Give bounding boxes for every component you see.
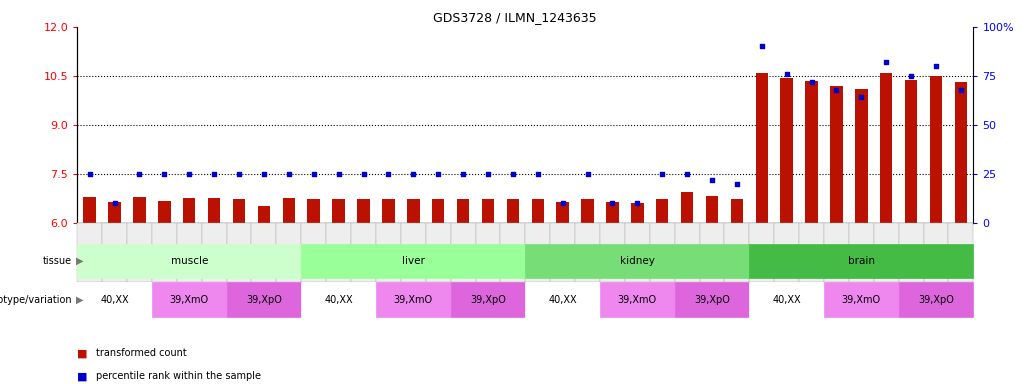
Text: 39,XmO: 39,XmO xyxy=(618,295,657,305)
Point xyxy=(331,170,347,177)
Point xyxy=(480,170,496,177)
Point xyxy=(853,94,869,101)
Bar xyxy=(830,86,843,223)
Text: genotype/variation: genotype/variation xyxy=(0,295,72,305)
Bar xyxy=(208,198,220,223)
Text: 39,XmO: 39,XmO xyxy=(393,295,433,305)
Bar xyxy=(607,202,619,223)
Text: transformed count: transformed count xyxy=(96,348,186,358)
Bar xyxy=(258,206,270,223)
Bar xyxy=(581,199,593,223)
Bar xyxy=(730,199,743,223)
Bar xyxy=(83,197,96,223)
Bar xyxy=(308,199,320,223)
Point xyxy=(380,170,397,177)
Text: brain: brain xyxy=(848,256,874,266)
Point xyxy=(181,170,198,177)
Point xyxy=(106,200,123,206)
Point xyxy=(579,170,595,177)
Point xyxy=(206,170,222,177)
Bar xyxy=(855,89,867,223)
Point xyxy=(505,170,521,177)
Text: liver: liver xyxy=(402,256,424,266)
Point xyxy=(405,170,421,177)
Text: 40,XX: 40,XX xyxy=(100,295,129,305)
Point xyxy=(679,170,695,177)
Bar xyxy=(108,202,121,223)
Bar xyxy=(159,200,171,223)
Text: ■: ■ xyxy=(77,348,88,358)
Point xyxy=(728,180,745,187)
Bar xyxy=(756,73,768,223)
Bar xyxy=(482,199,494,223)
Bar xyxy=(133,197,145,223)
Text: 39,XpO: 39,XpO xyxy=(918,295,954,305)
Point xyxy=(803,79,820,85)
Point xyxy=(529,170,546,177)
Text: muscle: muscle xyxy=(171,256,208,266)
Point xyxy=(828,86,845,93)
Point xyxy=(280,170,297,177)
Point xyxy=(430,170,446,177)
Point xyxy=(654,170,671,177)
Point xyxy=(903,73,920,79)
Point xyxy=(81,170,98,177)
Point xyxy=(231,170,247,177)
Text: ▶: ▶ xyxy=(76,295,83,305)
Point xyxy=(131,170,147,177)
Point xyxy=(255,170,272,177)
Bar xyxy=(531,199,544,223)
Point xyxy=(605,200,621,206)
Bar xyxy=(656,199,668,223)
Bar xyxy=(457,199,470,223)
Point xyxy=(355,170,372,177)
Point xyxy=(629,200,646,206)
Bar xyxy=(357,199,370,223)
Bar xyxy=(805,81,818,223)
Bar xyxy=(407,199,419,223)
Point xyxy=(779,71,795,77)
Bar xyxy=(905,80,918,223)
Bar xyxy=(282,198,295,223)
Point xyxy=(953,86,969,93)
Point xyxy=(554,200,571,206)
Point xyxy=(703,177,720,183)
Point xyxy=(455,170,472,177)
Bar xyxy=(631,203,644,223)
Text: 39,XmO: 39,XmO xyxy=(842,295,881,305)
Bar xyxy=(681,192,693,223)
Bar xyxy=(233,199,245,223)
Text: GDS3728 / ILMN_1243635: GDS3728 / ILMN_1243635 xyxy=(434,12,596,25)
Bar xyxy=(432,199,444,223)
Text: 39,XpO: 39,XpO xyxy=(470,295,506,305)
Point xyxy=(157,170,173,177)
Text: 39,XpO: 39,XpO xyxy=(246,295,282,305)
Point xyxy=(928,63,945,69)
Text: percentile rank within the sample: percentile rank within the sample xyxy=(96,371,261,381)
Text: 40,XX: 40,XX xyxy=(324,295,353,305)
Text: 40,XX: 40,XX xyxy=(772,295,801,305)
Bar xyxy=(781,78,793,223)
Text: 39,XmO: 39,XmO xyxy=(170,295,209,305)
Bar xyxy=(382,199,394,223)
Text: 40,XX: 40,XX xyxy=(548,295,577,305)
Point xyxy=(754,43,770,50)
Text: ▶: ▶ xyxy=(76,256,83,266)
Bar xyxy=(955,82,967,223)
Bar xyxy=(880,73,892,223)
Text: tissue: tissue xyxy=(43,256,72,266)
Text: kidney: kidney xyxy=(620,256,655,266)
Bar xyxy=(556,202,569,223)
Bar xyxy=(183,198,196,223)
Text: ■: ■ xyxy=(77,371,88,381)
Bar xyxy=(706,196,718,223)
Point xyxy=(306,170,322,177)
Text: 39,XpO: 39,XpO xyxy=(694,295,730,305)
Bar xyxy=(930,76,942,223)
Point xyxy=(878,59,894,65)
Bar xyxy=(333,199,345,223)
Bar xyxy=(507,199,519,223)
